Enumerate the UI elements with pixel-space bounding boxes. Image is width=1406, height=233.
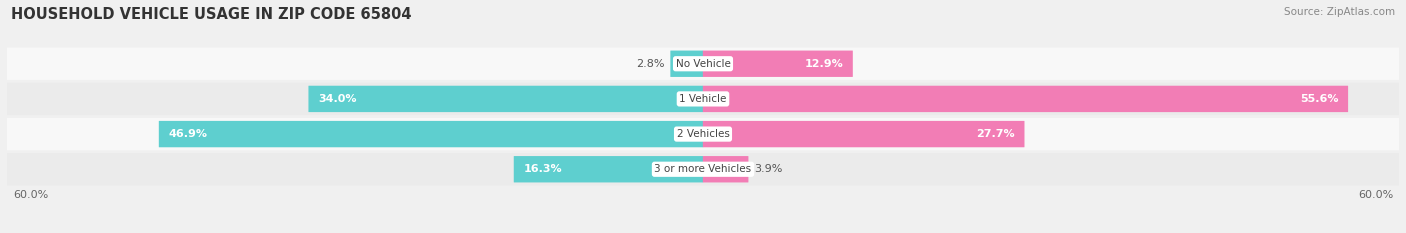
Text: 2 Vehicles: 2 Vehicles (676, 129, 730, 139)
Text: No Vehicle: No Vehicle (675, 59, 731, 69)
FancyBboxPatch shape (7, 48, 1399, 80)
Text: 34.0%: 34.0% (318, 94, 356, 104)
Text: 27.7%: 27.7% (976, 129, 1015, 139)
FancyBboxPatch shape (671, 51, 703, 77)
Text: Source: ZipAtlas.com: Source: ZipAtlas.com (1284, 7, 1395, 17)
Text: 60.0%: 60.0% (1358, 190, 1393, 200)
Text: 12.9%: 12.9% (804, 59, 844, 69)
FancyBboxPatch shape (7, 118, 1399, 150)
Text: 60.0%: 60.0% (13, 190, 48, 200)
FancyBboxPatch shape (703, 156, 748, 182)
Text: 3.9%: 3.9% (754, 164, 782, 174)
Text: 16.3%: 16.3% (523, 164, 562, 174)
Text: HOUSEHOLD VEHICLE USAGE IN ZIP CODE 65804: HOUSEHOLD VEHICLE USAGE IN ZIP CODE 6580… (11, 7, 412, 22)
Text: 1 Vehicle: 1 Vehicle (679, 94, 727, 104)
FancyBboxPatch shape (308, 86, 703, 112)
Text: 2.8%: 2.8% (637, 59, 665, 69)
FancyBboxPatch shape (703, 51, 853, 77)
Text: 55.6%: 55.6% (1301, 94, 1339, 104)
FancyBboxPatch shape (703, 86, 1348, 112)
FancyBboxPatch shape (513, 156, 703, 182)
FancyBboxPatch shape (159, 121, 703, 147)
FancyBboxPatch shape (7, 83, 1399, 115)
Text: 3 or more Vehicles: 3 or more Vehicles (654, 164, 752, 174)
FancyBboxPatch shape (703, 121, 1025, 147)
Text: 46.9%: 46.9% (169, 129, 207, 139)
FancyBboxPatch shape (7, 153, 1399, 185)
